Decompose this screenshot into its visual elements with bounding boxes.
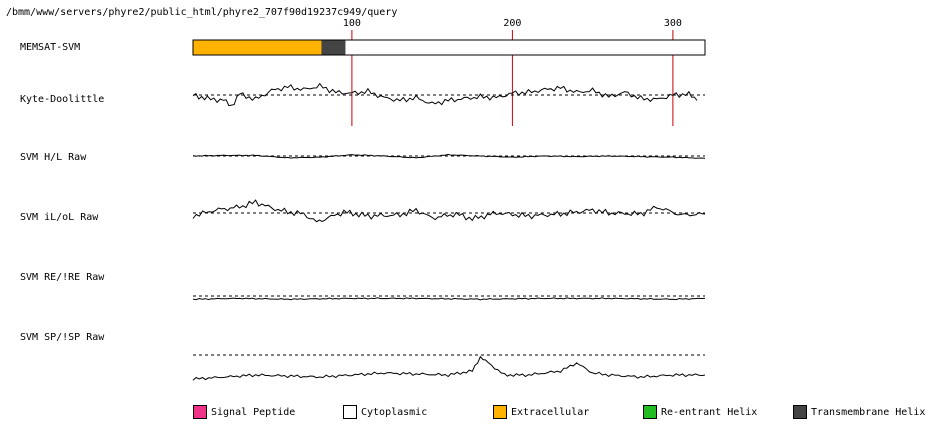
track-kyte-doolittle: Kyte-Doolittle: [20, 82, 705, 107]
track-label-kyte-doolittle: Kyte-Doolittle: [20, 94, 104, 105]
profile-line-svm-sp-sp-raw: [192, 355, 706, 381]
track-svm-re-re-raw: SVM RE/!RE Raw: [20, 272, 706, 301]
track-label-svm-il-ol-raw: SVM iL/oL Raw: [20, 212, 99, 223]
x-tick-label-200: 200: [503, 18, 521, 29]
topology-segment-extracellular: [193, 40, 322, 55]
profile-line-svm-re-re-raw: [192, 297, 706, 301]
track-svm-il-ol-raw: SVM iL/oL Raw: [20, 199, 706, 223]
topology-segment-transmembrane-helix: [321, 40, 346, 55]
track-svm-sp-sp-raw: SVM SP/!SP Raw: [20, 332, 706, 381]
track-svm-h-l-raw: SVM H/L Raw: [20, 152, 706, 163]
topology-segment-cytoplasmic: [345, 40, 707, 55]
profile-line-svm-il-ol-raw: [192, 199, 706, 223]
track-label-memsat-svm: MEMSAT-SVM: [20, 42, 80, 53]
profile-line-kyte-doolittle: [192, 82, 698, 107]
track-label-svm-sp-sp-raw: SVM SP/!SP Raw: [20, 332, 105, 343]
topology-bar-outline: [192, 39, 706, 56]
profile-line-svm-h-l-raw: [192, 153, 706, 159]
x-tick-group: 100 200 300: [343, 18, 682, 126]
track-group: MEMSAT-SVM Kyte-Doolittle SVM H/L Raw SVM i…: [20, 39, 707, 381]
query-path-label: /bmm/www/servers/phyre2/public_html/phyr…: [6, 7, 397, 18]
x-tick-label-100: 100: [343, 18, 361, 29]
track-label-svm-re-re-raw: SVM RE/!RE Raw: [20, 272, 105, 283]
track-memsat-svm: MEMSAT-SVM: [20, 39, 707, 56]
track-label-svm-h-l-raw: SVM H/L Raw: [20, 152, 87, 163]
x-tick-label-300: 300: [664, 18, 682, 29]
